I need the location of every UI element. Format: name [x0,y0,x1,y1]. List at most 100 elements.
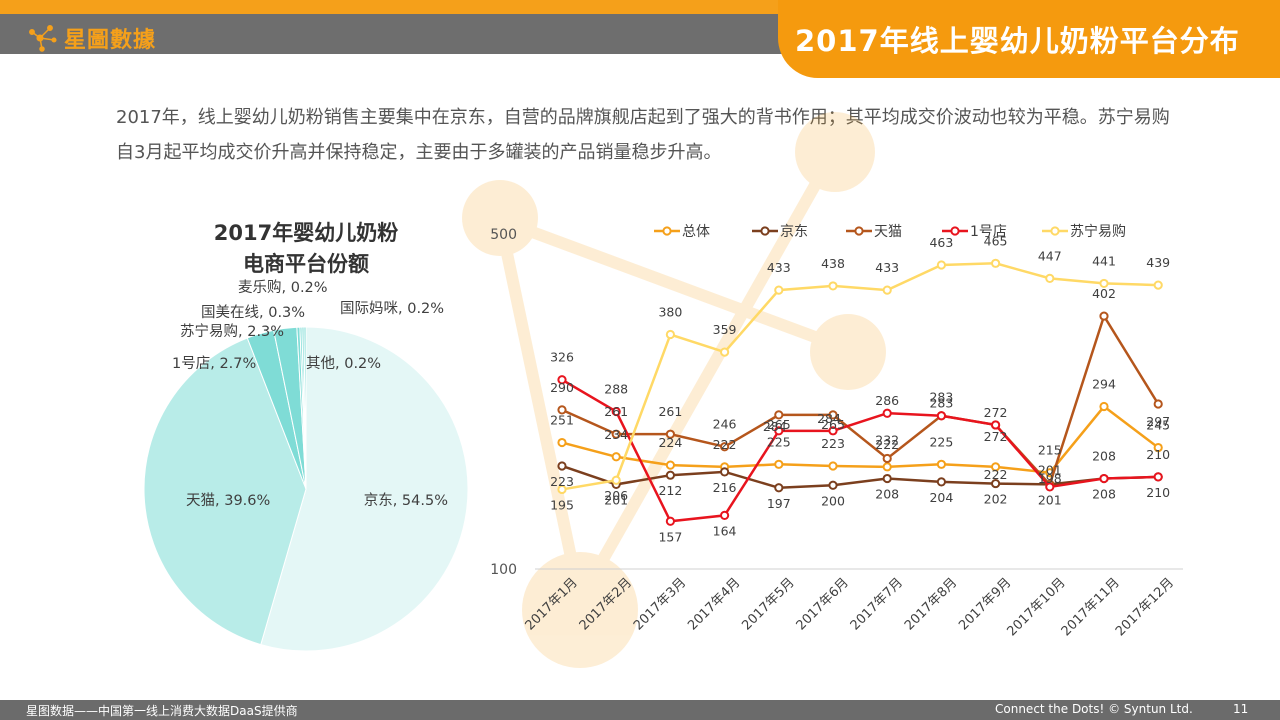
series-1-label-5: 200 [821,493,845,508]
legend-marker-0 [662,226,672,236]
series-2-point-4 [774,410,784,420]
series-0-point-4 [774,459,784,469]
series-0-label-8: 222 [984,467,1008,482]
legend-marker-1 [760,226,770,236]
legend-marker-2 [854,226,864,236]
legend-item-0: 总体 [654,224,710,240]
series-2-label-8: 272 [984,429,1008,444]
series-2-label-7: 283 [929,396,953,411]
series-0-point-2 [665,460,676,470]
series-0-label-4: 225 [767,434,791,449]
series-2-point-2 [665,429,676,439]
series-4-point-1 [611,475,621,485]
series-3-label-6: 286 [875,393,899,408]
series-1-label-9: 201 [1038,492,1062,507]
series-3-label-11: 210 [1146,447,1170,462]
series-2-label-10: 402 [1092,286,1116,301]
series-4-point-7 [936,260,947,270]
x-tick-label-3: 2017年4月 [685,575,743,633]
legend-label-0: 总体 [682,224,710,240]
series-4-label-9: 447 [1038,248,1062,263]
header-bar [0,14,800,54]
series-4-point-4 [774,285,784,295]
series-2-label-6: 232 [875,432,899,447]
series-4-point-11 [1153,280,1163,290]
series-4-point-10 [1099,278,1109,289]
series-0-label-1: 234 [604,427,628,442]
series-0-label-5: 223 [821,436,845,451]
pie-slice-1 [143,337,307,646]
series-4-label-5: 438 [821,256,845,271]
series-3-point-2 [665,516,676,526]
series-1-label-0: 223 [550,474,574,489]
x-tick-label-8: 2017年9月 [956,575,1014,633]
series-3-label-7: 283 [929,390,953,405]
series-0-point-8 [991,462,1001,472]
series-1-point-2 [665,470,676,480]
series-4-label-8: 465 [984,233,1008,248]
series-2-point-0 [557,405,567,415]
series-4-label-6: 433 [875,260,899,275]
series-2-label-2: 261 [658,404,682,419]
series-0-label-6: 222 [875,437,899,452]
pie-label-1: 天猫, 39.6% [186,492,270,509]
x-tick-label-11: 2017年12月 [1113,575,1177,639]
series-4-label-3: 359 [713,322,737,337]
x-tick-label-1: 2017年2月 [577,575,635,633]
legend-label-3: 1号店 [970,224,1007,240]
series-1-label-10: 208 [1092,487,1116,502]
series-line-3 [561,378,1159,523]
series-0-point-11 [1153,442,1163,453]
series-1-label-1: 201 [604,492,628,507]
series-3-point-3 [720,510,730,521]
series-3-point-0 [557,375,567,385]
series-line-2 [561,313,1160,487]
series-2-label-1: 261 [604,404,628,419]
series-1-point-6 [882,473,892,484]
series-1-label-11: 210 [1146,485,1170,500]
x-tick-label-7: 2017年8月 [902,575,960,633]
series-3-point-1 [611,406,621,417]
series-0-label-7: 225 [929,434,953,449]
series-4-point-3 [720,347,730,357]
series-4-point-0 [557,484,567,495]
series-0-label-2: 224 [658,435,682,450]
series-3-label-5: 265 [821,417,845,432]
series-1-point-0 [557,461,567,471]
description-text: 2017年，线上婴幼儿奶粉销售主要集中在京东，自营的品牌旗舰店起到了强大的背书作… [116,107,1170,163]
footer-tagline: 星图数据——中国第一线上消费大数据DaaS提供商 [26,704,298,718]
brand-logo: 星圖數據 [28,22,156,54]
pie-label-0: 京东, 54.5% [364,492,448,509]
legend-marker-3 [950,226,960,236]
series-3-label-1: 288 [604,382,628,397]
series-3-point-4 [774,426,784,436]
pie-label-4: 国美在线, 0.3% [201,304,305,321]
series-2-point-1 [611,429,621,439]
series-3-point-5 [828,426,838,436]
series-1-point-5 [828,480,838,490]
pie-label-3: 苏宁易购, 2.3% [180,323,284,340]
pie-label-5: 麦乐购, 0.2% [238,279,328,296]
series-0-label-0: 251 [550,413,574,428]
series-2-label-9: 201 [1038,462,1062,477]
page-number: 11 [1233,702,1249,716]
series-3-label-0: 326 [550,350,574,365]
series-3-point-7 [936,411,947,421]
series-line-4 [561,262,1159,491]
series-4-point-8 [991,258,1001,268]
series-0-point-0 [557,437,567,448]
series-4-label-1: 206 [604,488,628,503]
series-3-point-11 [1153,472,1163,482]
x-tick-label-4: 2017年5月 [739,575,797,633]
constellation-icon [29,25,57,52]
legend-item-1: 京东 [752,224,808,240]
series-2-label-0: 290 [550,380,574,395]
page-title: 2017年线上婴幼儿奶粉平台分布 [795,24,1240,58]
series-4-label-2: 380 [658,305,682,320]
series-2-point-10 [1099,311,1109,321]
series-1-point-3 [720,467,730,477]
series-1-label-4: 197 [767,496,791,511]
series-4-label-10: 441 [1092,253,1116,268]
